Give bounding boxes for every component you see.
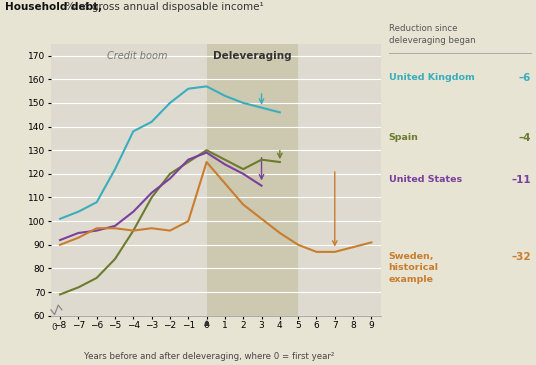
Text: Spain: Spain — [389, 133, 419, 142]
Text: ▲: ▲ — [204, 318, 210, 327]
Text: United Kingdom: United Kingdom — [389, 73, 474, 82]
Text: –6: –6 — [518, 73, 531, 83]
Text: Deleveraging: Deleveraging — [213, 51, 292, 61]
Text: Sweden,
historical
example: Sweden, historical example — [389, 252, 438, 284]
Text: Reduction since
deleveraging began: Reduction since deleveraging began — [389, 24, 475, 45]
Text: –32: –32 — [511, 252, 531, 262]
Text: Credit boom: Credit boom — [107, 51, 167, 61]
Text: Years before and after deleveraging, where 0 = first year²: Years before and after deleveraging, whe… — [84, 352, 334, 361]
Text: % of gross annual disposable income¹: % of gross annual disposable income¹ — [62, 2, 263, 12]
Text: –11: –11 — [511, 175, 531, 185]
Text: 0: 0 — [51, 323, 57, 332]
Text: –4: –4 — [518, 133, 531, 143]
Bar — [206, 44, 298, 316]
Text: Household debt,: Household debt, — [5, 2, 102, 12]
Text: United States: United States — [389, 175, 461, 184]
